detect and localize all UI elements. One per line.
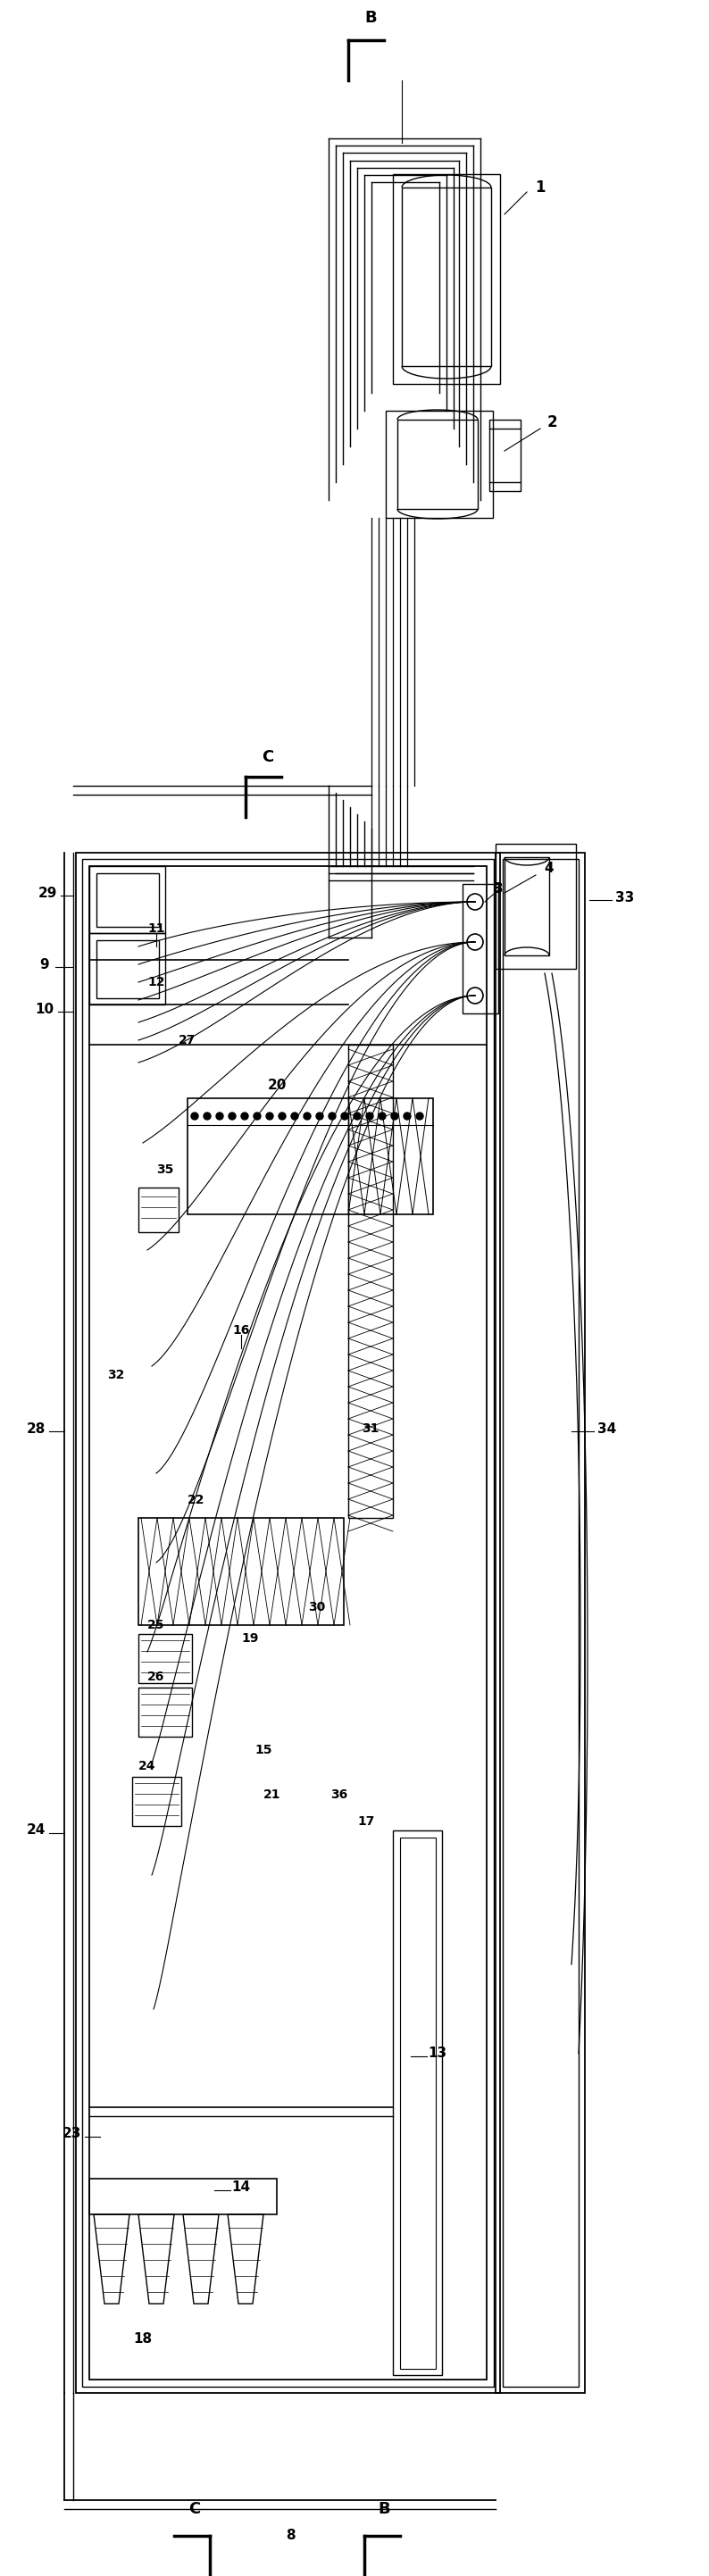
Text: 28: 28 [26,1422,45,1435]
Bar [138,1188,179,1231]
Text: C: C [262,750,274,765]
Circle shape [228,1113,235,1121]
Text: 33: 33 [615,891,635,904]
Text: 22: 22 [188,1494,205,1507]
Circle shape [366,1113,373,1121]
Text: 19: 19 [241,1633,259,1643]
Bar [138,1517,344,1625]
Text: 3: 3 [493,881,503,894]
Bar [462,884,498,1012]
Bar [82,858,493,2388]
Circle shape [254,1113,261,1121]
Circle shape [191,1113,199,1121]
Bar [89,2179,277,2215]
Bar [393,175,500,384]
Circle shape [291,1113,298,1121]
Text: 16: 16 [233,1324,250,1337]
Circle shape [241,1113,248,1121]
Polygon shape [94,2215,130,2303]
Bar [489,420,520,492]
Bar [76,853,500,2393]
Text: B: B [378,2501,390,2517]
Circle shape [354,1113,361,1121]
Text: 8: 8 [286,2530,295,2543]
Text: 14: 14 [232,2182,250,2195]
Text: B: B [364,10,376,26]
Text: 35: 35 [157,1164,174,1175]
Text: 20: 20 [267,1079,286,1092]
Text: 26: 26 [147,1672,165,1682]
Text: 24: 24 [139,1759,156,1772]
Text: 23: 23 [62,2128,81,2141]
Text: 12: 12 [147,976,165,989]
Text: 4: 4 [545,860,554,876]
Bar [393,1832,442,2375]
Bar [503,858,579,2388]
Text: 27: 27 [179,1033,196,1046]
Circle shape [403,1113,411,1121]
Text: C: C [189,2501,201,2517]
Text: 29: 29 [38,886,57,899]
Text: 10: 10 [35,1002,54,1015]
Bar [496,853,585,2393]
Text: 31: 31 [362,1422,379,1435]
Text: 21: 21 [264,1788,281,1801]
Bar [89,933,165,1005]
Circle shape [341,1113,348,1121]
Circle shape [216,1113,223,1121]
Text: 9: 9 [40,958,50,971]
Bar [348,1046,393,1517]
Bar [496,845,576,969]
Bar [397,420,478,510]
Circle shape [328,1113,336,1121]
Text: 15: 15 [255,1744,272,1757]
Bar [138,1687,192,1736]
Circle shape [316,1113,323,1121]
Circle shape [379,1113,386,1121]
Text: 34: 34 [598,1422,617,1435]
Bar [89,866,165,933]
Circle shape [203,1113,211,1121]
Bar [400,1837,436,2370]
Circle shape [391,1113,398,1121]
Text: 1: 1 [535,180,545,196]
Polygon shape [183,2215,219,2303]
Text: 24: 24 [26,1824,45,1837]
Bar [138,1633,192,1682]
Bar [132,1777,182,1826]
Text: 13: 13 [428,2048,447,2061]
Circle shape [303,1113,311,1121]
Text: 32: 32 [108,1368,125,1381]
Bar [96,873,159,927]
Text: 2: 2 [547,415,557,430]
Bar [89,866,486,2380]
Bar [96,940,159,999]
Circle shape [266,1113,273,1121]
Bar [386,410,493,518]
Text: 36: 36 [330,1788,348,1801]
Bar [402,188,491,366]
Text: 18: 18 [133,2334,152,2347]
Text: 17: 17 [357,1816,375,1829]
Circle shape [279,1113,286,1121]
Text: 11: 11 [147,922,165,935]
Bar [505,858,549,956]
Text: 25: 25 [147,1618,165,1631]
Polygon shape [228,2215,264,2303]
Circle shape [416,1113,423,1121]
Bar [187,1097,433,1213]
Text: 30: 30 [308,1600,325,1613]
Polygon shape [138,2215,174,2303]
